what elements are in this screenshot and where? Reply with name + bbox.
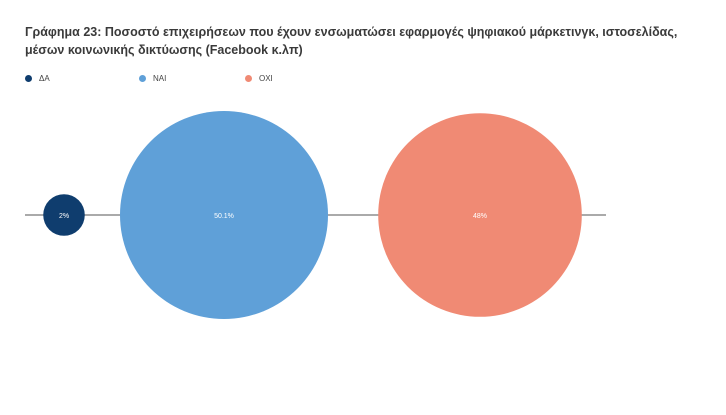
legend-item-oxi[interactable]: ΟΧΙ [245,74,273,83]
data-label-nai: 50.1% [214,213,234,220]
legend-marker-oxi [245,75,252,82]
legend-marker-da [25,75,32,82]
legend-label-nai: ΝΑΙ [153,74,167,83]
legend-item-da[interactable]: ΔΑ [25,74,50,83]
legend-label-da: ΔΑ [39,74,50,83]
bubble-oxi[interactable] [378,113,582,317]
bubble-nai[interactable] [120,111,328,319]
data-label-da: 2% [59,213,69,220]
legend-marker-nai [139,75,146,82]
legend: ΔΑ ΝΑΙ ΟΧΙ [25,74,705,86]
legend-item-nai[interactable]: ΝΑΙ [139,74,166,83]
chart-title: Γράφημα 23: Ποσοστό επιχειρήσεων που έχο… [25,25,678,57]
data-label-oxi: 48% [473,213,487,220]
legend-label-oxi: ΟΧΙ [259,74,273,83]
bubbles-group: 2% 50.1% 48% [43,111,582,319]
bubble-da[interactable] [43,194,85,236]
